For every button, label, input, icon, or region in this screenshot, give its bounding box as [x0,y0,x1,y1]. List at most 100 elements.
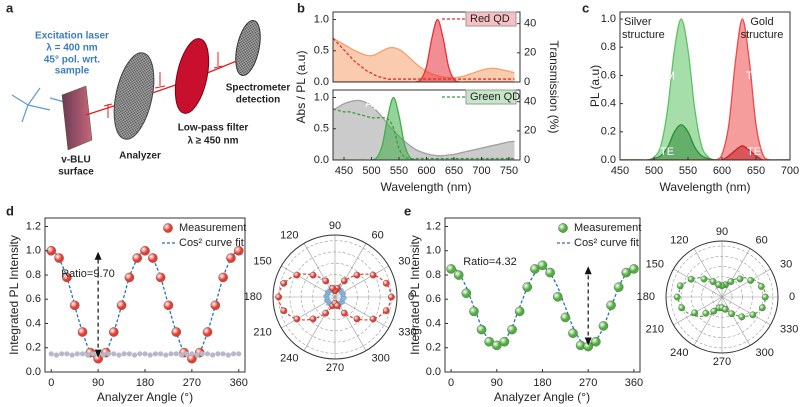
data-point [702,309,710,317]
data-point [163,300,174,311]
detector-label: detection [236,95,280,106]
y-tick-label: 0.5 [314,123,329,135]
y-tick-label: 1.0 [314,91,329,103]
reference-point [116,352,122,358]
data-point [537,260,548,271]
data-point [333,302,341,310]
data-point [476,324,487,335]
angle-label: 120 [280,229,298,241]
data-point [758,304,766,312]
y-tick-label: 0.2 [601,126,616,138]
y-tick-label: 0.6 [426,293,441,305]
data-point [738,313,746,321]
excitation-text: 45° pol. wrt. [44,55,100,66]
data-point [507,324,517,335]
data-point [499,336,510,347]
reference-point [126,351,132,357]
data-point [132,253,142,263]
legend-swatch [558,223,568,233]
data-point [108,327,119,337]
data-point [727,278,735,285]
x-tick-label: 180 [533,377,551,389]
legend-label: Measurement [574,222,641,234]
data-point [514,306,525,317]
data-point [382,279,390,287]
angle-label: 30 [398,255,410,267]
data-point [522,282,533,292]
area-fill [620,19,790,160]
y2-axis-label: Transmission (%) [547,41,561,134]
legend-swatch [465,11,517,27]
y-tick-label: 0.0 [601,154,616,166]
reference-point [53,352,60,358]
analyzer-disk [113,52,155,140]
angle-label: 300 [372,352,390,364]
annotation: structure [741,29,784,41]
series-line [333,18,515,82]
x-tick-label: 0 [448,377,454,389]
reference-point [178,352,185,358]
y-tick-label: 1.0 [26,245,41,257]
angle-label: 330 [398,326,416,338]
series-line [333,37,515,80]
data-point [69,300,80,311]
data-point [453,270,464,280]
sample-label: surface [58,167,94,178]
panel-a-diagram: a Excitation laser λ = 400 nm 45° pol. w… [6,0,290,177]
legend-label: Cos² curve fit [179,237,244,249]
reference-point [137,351,143,357]
annotation: TE [660,146,674,158]
data-point [140,245,150,256]
series-line [450,267,635,348]
excitation-text: Excitation laser [35,31,109,42]
reference-point [90,351,96,357]
panel-label: c [582,0,589,15]
legend-label: Green QD [470,91,520,103]
x-axis-label: Analyzer Angle (°) [97,390,193,404]
plot: 0.0 0.2 0.4 0.6 0.8 1.0 450 500 550 600 650 700 c Wav… [582,0,799,194]
data-point [46,245,57,256]
detector-disk [235,20,261,76]
angle-label: 180 [637,291,655,303]
x-tick-label: 600 [417,165,435,177]
angle-label: 180 [244,291,262,303]
y2-tick-label: 0 [524,154,530,166]
data-point [171,327,182,337]
y2-tick-label: 40 [524,18,536,30]
plot: 0.0 0.5 1.0 0 20 40 b Abs / PL (a.u) Transmissio… [294,0,561,133]
sample-block [61,85,93,151]
y-tick-label: 0.6 [601,69,616,81]
data-point [598,321,609,331]
plot: 0.0 0.5 1.0 0 20 40 450 500 550 600 650 700 750 Wavel… [314,89,536,194]
y-tick-label: 1.0 [314,13,329,25]
angular-grid [693,296,723,346]
y-tick-label: 0.5 [314,45,329,57]
reference-point [131,352,138,358]
reference-point [204,351,211,357]
data-point [309,271,317,279]
reference-point [163,352,169,358]
x-tick-label: 270 [579,377,597,389]
data-point [382,307,390,315]
annotation: Gold [750,16,773,28]
y2-tick-label: 0 [524,76,530,88]
angle-label: 150 [646,258,664,270]
data-point [124,272,135,283]
y-tick-label: 0.4 [601,98,616,110]
sample-label: v-BLU [61,155,90,166]
arrow-head [584,266,592,275]
polar-frame [272,234,398,360]
y-tick-label: 1.2 [26,220,41,232]
plot: 0.0 0.2 0.4 0.6 0.8 1.0 1.2 0 90 180 270 360 e Analyz… [404,203,643,404]
reference-point [189,351,195,357]
x-tick-label: 500 [645,165,663,177]
excitation-text: sample [55,66,90,77]
reference-point [225,352,231,358]
reference-point [173,351,179,357]
data-point [293,271,301,279]
data-point [721,305,729,313]
data-point [469,306,479,317]
data-point [329,284,337,292]
arrow-head [94,349,102,358]
angle-label: 240 [670,347,688,359]
